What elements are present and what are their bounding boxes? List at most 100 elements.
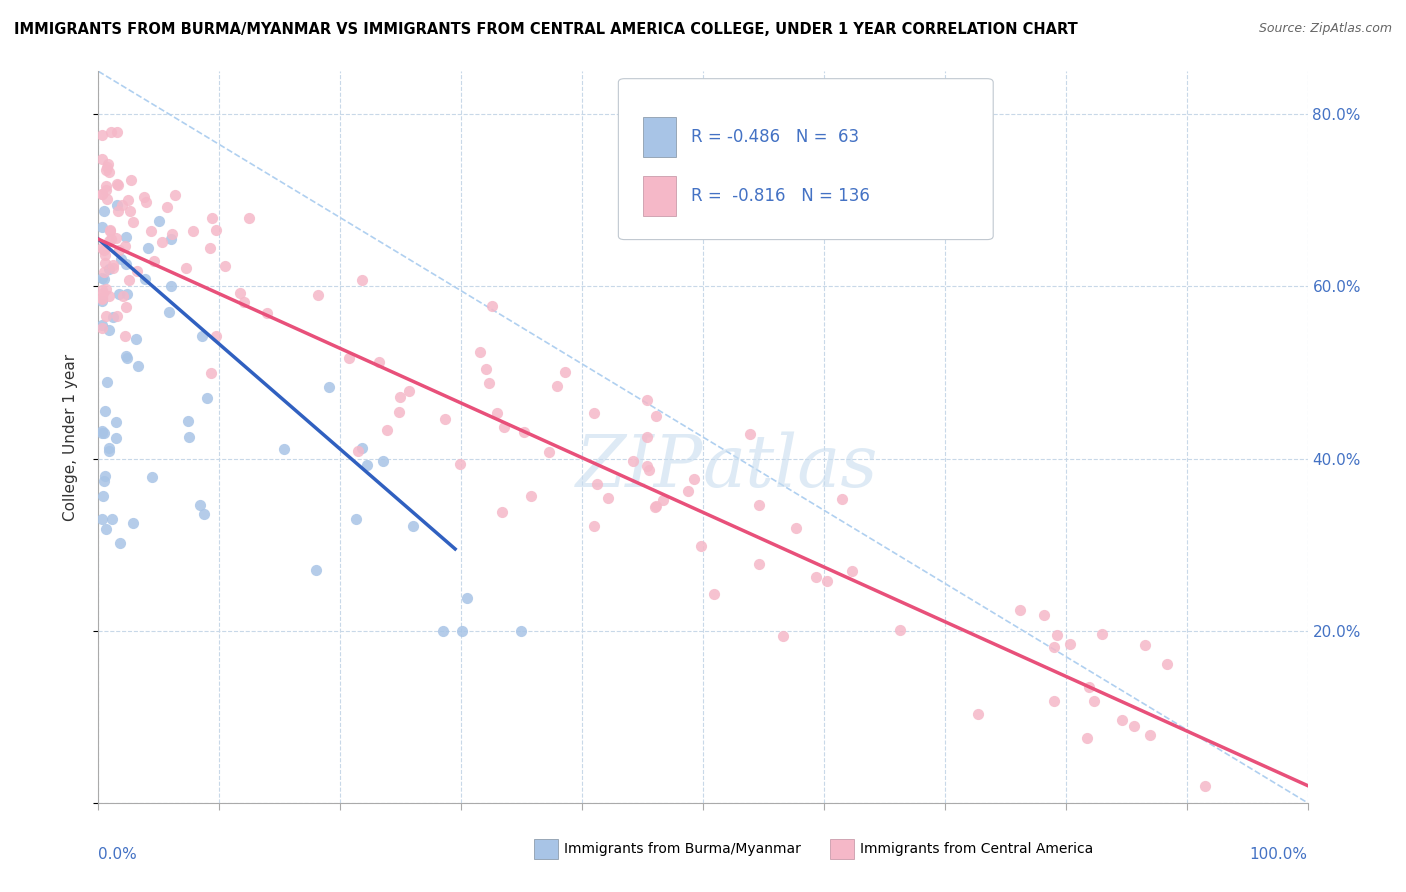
- Point: [1059, 637, 1081, 651]
- Point: [772, 629, 794, 643]
- Point: [117, 273, 139, 287]
- Point: [115, 286, 138, 301]
- Point: [481, 299, 503, 313]
- Point: [96, 375, 118, 389]
- Point: [160, 232, 183, 246]
- Point: [356, 458, 378, 472]
- Point: [105, 178, 128, 192]
- Point: [91, 283, 114, 297]
- Point: [91, 291, 114, 305]
- Point: [388, 391, 411, 405]
- Point: [115, 350, 138, 364]
- Point: [96, 192, 118, 206]
- Point: [108, 286, 131, 301]
- Point: [1045, 627, 1067, 641]
- Point: [546, 379, 568, 393]
- Point: [101, 258, 124, 272]
- Point: [107, 178, 129, 192]
- Point: [91, 292, 114, 306]
- Point: [94, 522, 117, 536]
- Point: [93, 203, 115, 218]
- Point: [256, 306, 278, 320]
- Point: [163, 188, 186, 202]
- Point: [204, 329, 226, 343]
- Point: [91, 128, 114, 142]
- Point: [98, 223, 121, 237]
- Point: [785, 521, 807, 535]
- Point: [115, 351, 138, 365]
- Point: [160, 227, 183, 242]
- Point: [174, 261, 197, 276]
- Point: [93, 272, 115, 286]
- Point: [831, 491, 853, 506]
- Point: [1133, 638, 1156, 652]
- Point: [1043, 694, 1066, 708]
- Point: [1076, 731, 1098, 745]
- Point: [645, 409, 668, 423]
- Point: [91, 220, 114, 235]
- Point: [456, 591, 478, 606]
- Point: [183, 224, 205, 238]
- Point: [94, 256, 117, 270]
- Point: [636, 459, 658, 474]
- Point: [690, 539, 713, 553]
- Bar: [830, 838, 855, 859]
- Point: [160, 279, 183, 293]
- Point: [398, 384, 420, 398]
- Point: [97, 441, 120, 455]
- Point: [143, 254, 166, 268]
- Text: atlas: atlas: [703, 431, 879, 501]
- Text: IMMIGRANTS FROM BURMA/MYANMAR VS IMMIGRANTS FROM CENTRAL AMERICA COLLEGE, UNDER : IMMIGRANTS FROM BURMA/MYANMAR VS IMMIGRA…: [14, 22, 1078, 37]
- Point: [486, 406, 509, 420]
- Text: R =  -0.816   N = 136: R = -0.816 N = 136: [690, 186, 870, 204]
- Point: [307, 288, 329, 302]
- Point: [201, 211, 224, 225]
- Text: R = -0.486   N =  63: R = -0.486 N = 63: [690, 128, 859, 146]
- Point: [108, 244, 131, 258]
- Point: [103, 260, 125, 275]
- Point: [470, 344, 492, 359]
- Point: [94, 162, 117, 177]
- Point: [114, 257, 136, 271]
- Point: [97, 156, 120, 170]
- Point: [195, 392, 218, 406]
- Point: [1091, 627, 1114, 641]
- Point: [651, 493, 673, 508]
- Point: [402, 518, 425, 533]
- Point: [93, 404, 115, 418]
- Point: [91, 270, 114, 285]
- Point: [100, 125, 122, 139]
- Point: [200, 366, 222, 380]
- Point: [305, 564, 328, 578]
- Point: [97, 289, 120, 303]
- Point: [510, 624, 533, 638]
- Point: [107, 125, 129, 139]
- Point: [91, 241, 114, 255]
- Point: [110, 252, 132, 267]
- Point: [91, 318, 114, 333]
- Point: [125, 264, 148, 278]
- Point: [520, 489, 543, 503]
- Point: [193, 507, 215, 521]
- Point: [96, 160, 118, 174]
- Point: [804, 570, 827, 584]
- Point: [232, 294, 254, 309]
- Point: [451, 624, 474, 638]
- Point: [127, 359, 149, 373]
- Point: [91, 512, 114, 526]
- Text: 0.0%: 0.0%: [98, 847, 138, 862]
- Point: [93, 474, 115, 488]
- Point: [118, 203, 141, 218]
- Point: [513, 425, 536, 440]
- Point: [636, 430, 658, 444]
- Point: [1122, 719, 1144, 733]
- Point: [1033, 607, 1056, 622]
- Point: [112, 289, 135, 303]
- Point: [841, 564, 863, 578]
- Point: [738, 426, 761, 441]
- Point: [585, 477, 607, 491]
- Point: [139, 224, 162, 238]
- Point: [636, 392, 658, 407]
- Point: [93, 265, 115, 279]
- Point: [644, 499, 666, 513]
